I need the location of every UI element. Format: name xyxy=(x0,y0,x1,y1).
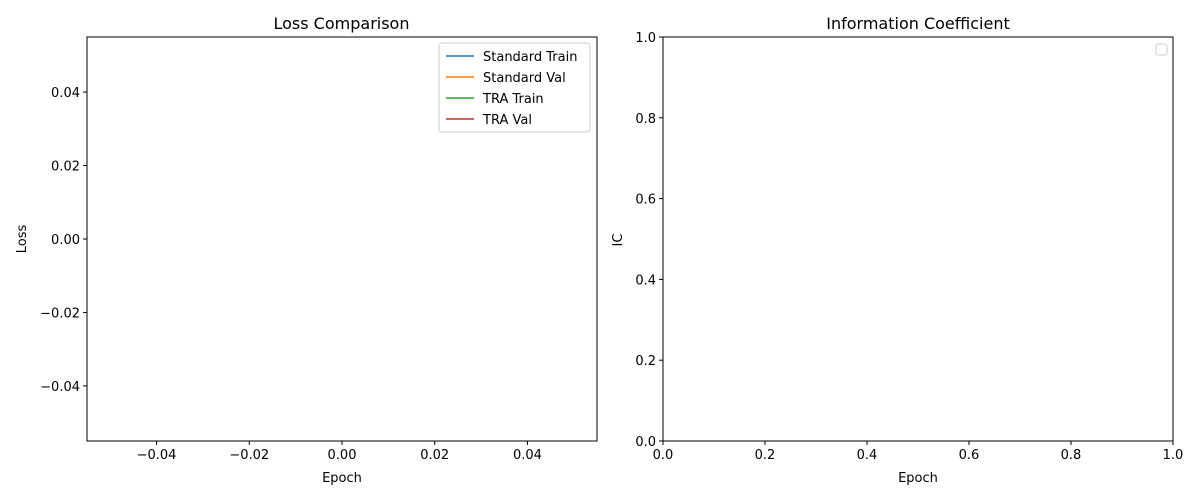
chart-title: Loss Comparison xyxy=(274,14,410,33)
y-tick-label: 0.0 xyxy=(635,435,656,450)
y-axis-label: IC xyxy=(611,234,626,247)
y-tick-label: 0.6 xyxy=(635,193,656,208)
y-tick-label: 0.2 xyxy=(635,354,656,369)
x-tick-label: 0.4 xyxy=(857,448,878,463)
information-coefficient-chart: Information Coefficient 0.0 0.2 0.4 0.6 0.8 1… xyxy=(611,14,1183,486)
y-axis-label: Loss xyxy=(15,225,30,254)
legend-entry-standard-val: Standard Val xyxy=(446,71,566,86)
legend: Standard Train Standard Val TRA Train TR… xyxy=(438,42,591,133)
x-tick-label: 0.02 xyxy=(420,448,449,463)
y-tick-label: −0.02 xyxy=(40,306,80,321)
x-axis-label: Epoch xyxy=(898,471,938,486)
legend-label: Standard Val xyxy=(483,71,566,86)
legend-entry-tra-train: TRA Train xyxy=(446,92,544,107)
x-tick-label: −0.02 xyxy=(229,448,269,463)
plot-frame xyxy=(662,36,1174,442)
x-tick-label: −0.04 xyxy=(137,448,177,463)
legend-label: TRA Train xyxy=(482,92,544,107)
y-tick-label: 0.02 xyxy=(51,160,80,175)
legend-label: TRA Val xyxy=(482,113,532,128)
x-axis-ticks: 0.0 0.2 0.4 0.6 0.8 1.0 xyxy=(653,441,1184,463)
y-tick-label: 0.00 xyxy=(51,233,80,248)
x-tick-label: 1.0 xyxy=(1163,448,1184,463)
y-tick-label: −0.04 xyxy=(40,380,80,395)
legend-box-empty xyxy=(1155,43,1168,56)
y-tick-label: 0.8 xyxy=(635,112,656,127)
loss-comparison-chart: Loss Comparison −0.04 −0.02 0.00 0.02 0.04 −… xyxy=(15,14,598,486)
legend xyxy=(1155,43,1168,56)
chart-title: Information Coefficient xyxy=(826,14,1009,33)
x-tick-label: 0.00 xyxy=(328,448,357,463)
legend-entry-standard-train: Standard Train xyxy=(446,50,577,65)
y-tick-label: 0.4 xyxy=(635,273,656,288)
x-axis-ticks: −0.04 −0.02 0.00 0.02 0.04 xyxy=(137,441,542,463)
legend-entry-tra-val: TRA Val xyxy=(446,113,532,128)
x-tick-label: 0.0 xyxy=(653,448,674,463)
x-tick-label: 0.6 xyxy=(959,448,980,463)
x-tick-label: 0.2 xyxy=(755,448,776,463)
x-axis-label: Epoch xyxy=(322,471,362,486)
x-tick-label: 0.04 xyxy=(513,448,542,463)
y-tick-label: 1.0 xyxy=(635,31,656,46)
y-tick-label: 0.04 xyxy=(51,86,80,101)
legend-box xyxy=(438,42,591,133)
y-axis-ticks: 0.0 0.2 0.4 0.6 0.8 1.0 xyxy=(635,31,663,450)
x-tick-label: 0.8 xyxy=(1061,448,1082,463)
y-axis-ticks: −0.04 −0.02 0.00 0.02 0.04 xyxy=(40,86,87,395)
legend-label: Standard Train xyxy=(483,50,577,65)
